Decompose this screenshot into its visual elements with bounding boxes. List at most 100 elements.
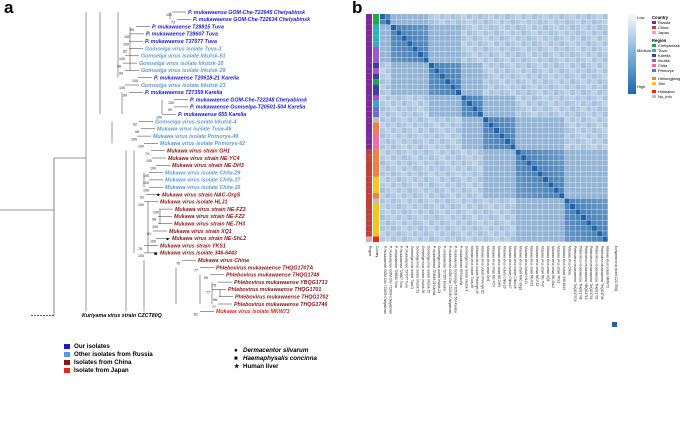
heatmap-cell bbox=[586, 73, 592, 79]
heatmap-cell bbox=[412, 24, 418, 30]
heatmap-cell bbox=[521, 187, 527, 193]
heatmap-cell bbox=[526, 68, 532, 74]
tree-tip-label: P. mukawaense T27359 Karelia bbox=[145, 90, 222, 96]
heatmap-cell bbox=[553, 73, 559, 79]
heatmap-cell bbox=[385, 176, 391, 182]
heatmap-cell bbox=[423, 68, 429, 74]
heatmap-cell bbox=[510, 220, 516, 226]
country-key-swatch bbox=[652, 26, 656, 30]
heatmap-cell bbox=[472, 149, 478, 155]
heatmap-cell bbox=[396, 128, 402, 134]
bootstrap-value: 100 bbox=[124, 35, 130, 39]
heatmap-cell bbox=[450, 35, 456, 41]
heatmap-cell bbox=[564, 214, 570, 220]
heatmap-cell bbox=[445, 84, 451, 90]
legend-swatch-russia bbox=[64, 351, 70, 357]
tree-tip-label: P. mukawaense T20618-21 Karelia bbox=[154, 76, 239, 82]
heatmap-column-label: Mukawa virus strain GH1 bbox=[486, 246, 490, 282]
heatmap-cell bbox=[423, 84, 429, 90]
heatmap-cell bbox=[597, 73, 603, 79]
heatmap-cell bbox=[434, 166, 440, 172]
heatmap-cell bbox=[380, 14, 386, 20]
heatmap-cell bbox=[456, 41, 462, 47]
heatmap-cell bbox=[477, 14, 483, 20]
heatmap-cell bbox=[499, 209, 505, 215]
heatmap-cell bbox=[499, 176, 505, 182]
heatmap-cell bbox=[526, 171, 532, 177]
heatmap-cell bbox=[537, 35, 543, 41]
heatmap-cell bbox=[450, 73, 456, 79]
heatmap-cell bbox=[542, 35, 548, 41]
heatmap-column-label: P. mukawaense T27359 Karelia bbox=[443, 246, 447, 291]
heatmap-cell bbox=[477, 84, 483, 90]
heatmap-column-label: P. mukawaense GOM-Che-T22634 Chelyabinsk bbox=[388, 246, 392, 314]
heatmap-cell bbox=[396, 100, 402, 106]
heatmap-cell bbox=[591, 155, 597, 161]
tree-tip-label: Phlebovirus mukawaense THQG1748 bbox=[226, 273, 319, 279]
heatmap-cell bbox=[477, 166, 483, 172]
heatmap-cell bbox=[472, 68, 478, 74]
heatmap-cell bbox=[456, 79, 462, 85]
heatmap-cell bbox=[483, 90, 489, 96]
heatmap-cell bbox=[499, 171, 505, 177]
heatmap-cell bbox=[494, 204, 500, 210]
heatmap-cell bbox=[488, 30, 494, 36]
heatmap-cell bbox=[385, 79, 391, 85]
heatmap-cell bbox=[570, 90, 576, 96]
heatmap-cell bbox=[439, 214, 445, 220]
heatmap-cell bbox=[428, 231, 434, 237]
heatmap-cell bbox=[597, 62, 603, 68]
heatmap-cell bbox=[401, 220, 407, 226]
heatmap-cell bbox=[418, 111, 424, 117]
heatmap-cell bbox=[401, 84, 407, 90]
region-annotation-cell bbox=[373, 73, 379, 80]
heatmap-cell bbox=[461, 166, 467, 172]
heatmap-cell bbox=[580, 62, 586, 68]
heatmap-cell bbox=[548, 57, 554, 63]
heatmap-cell bbox=[439, 117, 445, 123]
country-annotation-cell bbox=[366, 214, 372, 221]
heatmap-cell bbox=[380, 149, 386, 155]
heatmap-cell bbox=[559, 30, 565, 36]
heatmap-cell bbox=[570, 95, 576, 101]
country-key-label: Japan bbox=[658, 30, 669, 35]
heatmap-cell bbox=[510, 68, 516, 74]
region-annotation-cell bbox=[373, 14, 379, 20]
heatmap-cell bbox=[597, 122, 603, 128]
heatmap-cell bbox=[434, 160, 440, 166]
heatmap-cell bbox=[445, 193, 451, 199]
heatmap-column-label: Mukawa virus strain YKS1 bbox=[557, 246, 561, 283]
heatmap-cell bbox=[559, 122, 565, 128]
heatmap-cell bbox=[602, 214, 608, 220]
heatmap-cell bbox=[483, 106, 489, 112]
heatmap-cell bbox=[407, 84, 413, 90]
heatmap-cell bbox=[488, 187, 494, 193]
heatmap-cell bbox=[575, 144, 581, 150]
heatmap-cell bbox=[494, 209, 500, 215]
heatmap-cell bbox=[472, 14, 478, 20]
heatmap-cell bbox=[553, 122, 559, 128]
heatmap-cell bbox=[380, 231, 386, 237]
heatmap-cell bbox=[526, 14, 532, 20]
heatmap-cell bbox=[532, 220, 538, 226]
heatmap-cell bbox=[499, 122, 505, 128]
country-annotation-cell bbox=[366, 198, 372, 204]
heatmap-cell bbox=[504, 62, 510, 68]
tree-tip-label: Mukawa virus strain NE-YC4 bbox=[168, 156, 240, 162]
heatmap-cell bbox=[580, 122, 586, 128]
heatmap-cell bbox=[385, 133, 391, 139]
heatmap-cell bbox=[602, 128, 608, 134]
heatmap-cell bbox=[466, 30, 472, 36]
heatmap-cell bbox=[477, 160, 483, 166]
heatmap-cell bbox=[407, 52, 413, 58]
heatmap-cell bbox=[559, 19, 565, 25]
heatmap-cell bbox=[390, 52, 396, 58]
heatmap-cell bbox=[602, 57, 608, 63]
heatmap-cell bbox=[580, 41, 586, 47]
heatmap-cell bbox=[602, 225, 608, 231]
heatmap-cell bbox=[450, 46, 456, 52]
heatmap-cell bbox=[472, 84, 478, 90]
heatmap-cell bbox=[456, 204, 462, 210]
heatmap-cell bbox=[553, 149, 559, 155]
heatmap-cell bbox=[439, 100, 445, 106]
